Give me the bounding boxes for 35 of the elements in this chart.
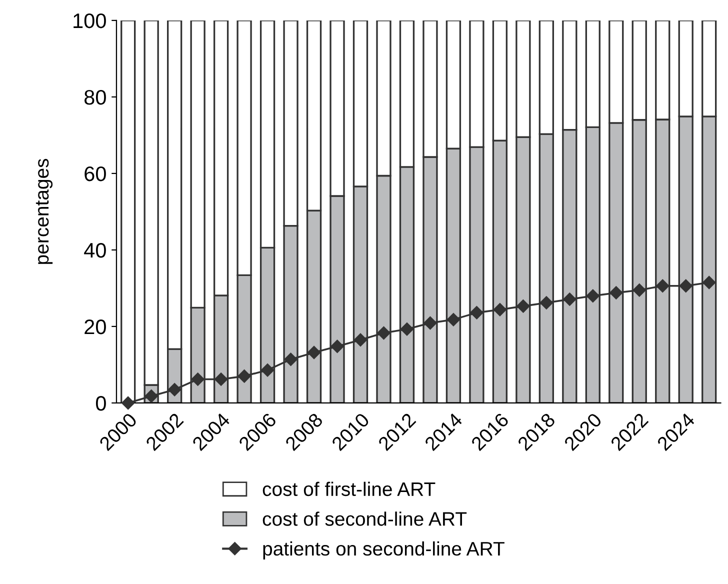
y-tick-label: 40 — [84, 242, 106, 258]
point — [354, 333, 368, 346]
point — [168, 382, 182, 396]
point — [656, 279, 670, 292]
y-tick-label: 20 — [84, 319, 106, 334]
point — [400, 322, 414, 336]
legend-label: cost of second-line ART — [262, 512, 467, 526]
point — [632, 284, 646, 297]
point — [610, 286, 623, 300]
point — [377, 326, 390, 340]
point — [307, 346, 321, 360]
legend-label: patients on second-line ART — [263, 541, 504, 560]
y-tick-label: 0 — [96, 396, 106, 411]
point — [330, 340, 344, 353]
point — [493, 303, 507, 316]
point — [238, 370, 251, 383]
y-axis-title: percentages — [36, 158, 53, 264]
point — [470, 306, 484, 320]
y-tick-label: 100 — [74, 13, 106, 28]
point — [191, 372, 204, 386]
point — [540, 296, 554, 310]
point — [586, 289, 600, 302]
y-tick-label: 60 — [84, 166, 106, 182]
point — [446, 312, 460, 326]
point — [679, 279, 692, 292]
point — [122, 396, 135, 410]
point — [260, 363, 274, 377]
point — [516, 300, 530, 313]
legend-label: cost of first-line ART — [262, 482, 436, 496]
point — [214, 372, 228, 386]
point — [563, 292, 576, 306]
point — [284, 352, 298, 366]
y-tick-label: 80 — [84, 90, 106, 105]
point — [702, 276, 716, 290]
point — [424, 316, 437, 330]
